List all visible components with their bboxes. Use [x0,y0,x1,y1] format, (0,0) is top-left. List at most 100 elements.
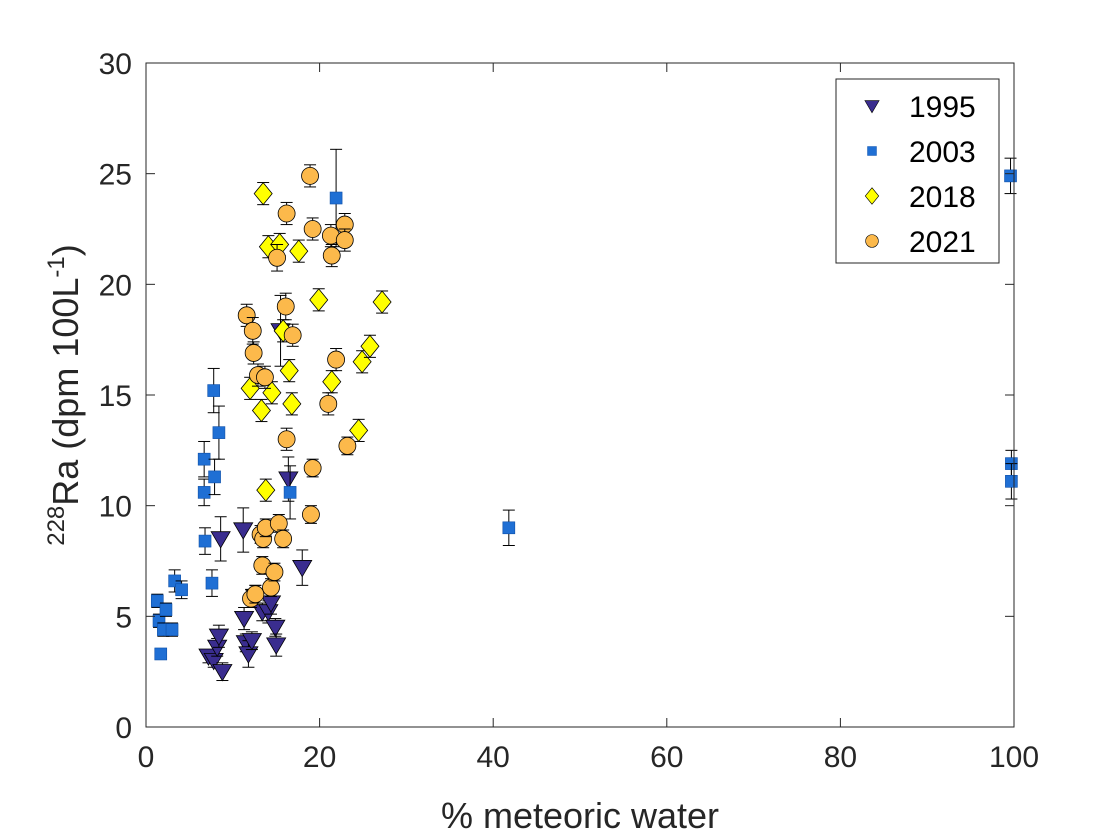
data-point-2021 [268,243,286,272]
y-tick-label: 0 [115,712,132,745]
y-tick-label: 15 [99,380,132,413]
marker-2018 [251,398,271,423]
data-point-1995 [238,640,259,668]
data-point-2021 [256,365,274,389]
marker-1995 [212,664,233,682]
marker-1995 [203,653,224,671]
marker-2021 [303,459,322,477]
marker-2021 [276,297,295,316]
marker-2018 [352,350,372,374]
legend-marker-wrap [864,187,880,205]
y-axis-label-superscript: 228 [43,506,70,546]
data-point-2018 [282,392,302,416]
data-point-1995 [266,633,287,657]
data-point-2018 [279,359,299,383]
marker-1995 [265,619,286,638]
data-point-2021 [246,584,265,604]
axis-tick-labels: 0 20 40 60 80 100 0 5 10 15 20 25 30 [99,48,1039,774]
data-point-2021 [265,562,284,582]
marker-2021 [246,585,265,604]
data-point-2003 [197,478,211,507]
marker-2018 [279,359,299,383]
y-axis-label-exponent: -1 [43,256,70,277]
x-tick-label: 40 [477,741,510,774]
data-point-2021 [303,217,322,241]
marker-2003 [154,647,168,661]
marker-2018 [309,288,329,312]
data-point-2021 [301,164,319,188]
y-axis-label-main: Ra (dpm 100L [45,278,86,506]
data-point-2003 [159,602,173,617]
data-point-2021 [302,505,320,524]
marker-2003 [205,576,219,590]
data-point-2021 [283,323,302,347]
marker-1995 [210,531,231,549]
data-point-2021 [274,529,293,549]
marker-2003 [159,603,173,616]
data-point-2018 [253,181,273,206]
data-point-2003 [205,569,219,597]
marker-2018 [289,239,309,263]
y-axis-label: 228Ra (dpm 100L-1) [43,244,86,546]
marker-2018 [349,418,369,443]
data-point-2021 [322,243,341,268]
data-point-2018 [262,381,282,405]
legend-marker-2003 [867,146,877,156]
data-point-2018 [289,239,309,263]
data-point-2003 [154,647,168,661]
x-tick-label: 100 [989,741,1039,774]
legend-marker-wrap [864,100,880,114]
legend-label: 2018 [909,181,976,214]
data-point-2003 [502,509,516,547]
marker-2018 [262,381,282,405]
marker-2018 [360,334,380,358]
data-point-1995 [241,631,263,651]
marker-2021 [265,563,284,581]
data-point-1995 [292,549,313,586]
marker-2003 [198,534,212,548]
marker-2021 [283,326,302,345]
legend: 1995 2003 2018 2021 [835,78,1000,264]
marker-2003 [208,470,221,484]
marker-2018 [282,392,302,416]
marker-2003 [197,452,211,466]
data-point-2021 [303,458,322,478]
data-point-2018 [251,398,271,423]
legend-marker-2021 [865,234,879,248]
data-point-2018 [372,290,392,314]
legend-label: 2021 [909,226,976,259]
marker-2021 [301,166,319,185]
marker-2003 [502,521,516,535]
x-tick-label: 0 [138,741,155,774]
marker-2021 [302,505,320,524]
marker-2021 [243,321,262,340]
marker-2021 [322,246,341,265]
marker-2018 [372,290,392,314]
data-point-2021 [237,303,256,327]
data-point-2003 [175,580,188,600]
data-point-2018 [349,418,369,443]
marker-2021 [268,248,286,267]
data-point-2021 [276,292,295,321]
data-point-2021 [335,228,354,252]
legend-label: 2003 [909,136,976,169]
data-point-1995 [212,662,233,682]
data-point-2021 [319,392,338,416]
data-point-2021 [327,348,345,372]
data-point-2018 [256,478,276,502]
marker-1995 [233,610,255,629]
axis-ticks [145,62,1015,728]
marker-2021 [237,306,256,325]
marker-2021 [338,437,357,455]
legend-item-2003: 2003 [867,136,976,169]
data-markers [150,148,1018,682]
marker-1995 [233,522,254,540]
marker-1995 [278,471,299,489]
legend-marker-1995 [864,100,880,114]
legend-label: 1995 [909,91,976,124]
data-point-2021 [277,201,296,226]
marker-2021 [277,204,296,223]
data-point-1995 [208,624,230,648]
marker-2003 [197,486,211,499]
